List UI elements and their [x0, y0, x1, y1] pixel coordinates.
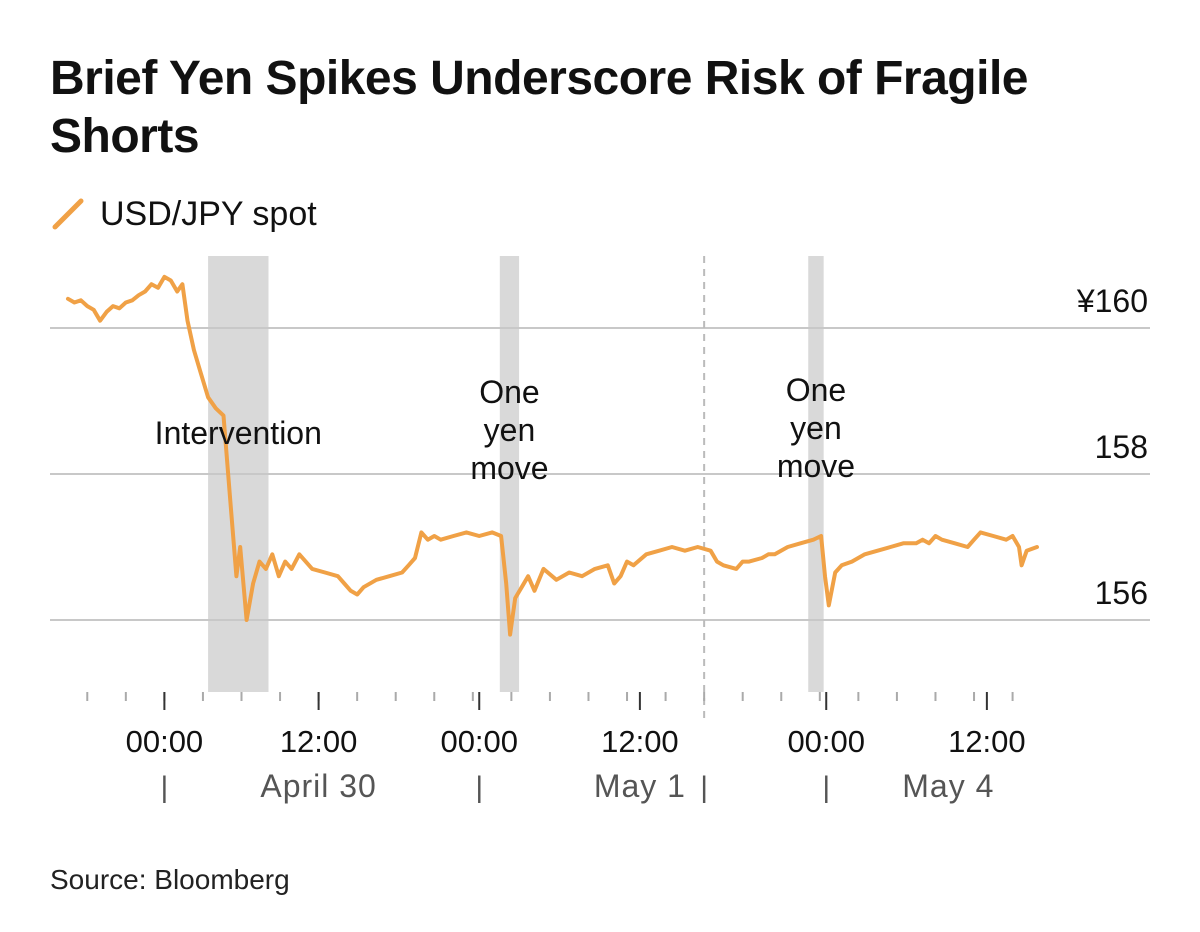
x-time-label-2: 00:00: [440, 724, 518, 759]
highlight-label-1-1: yen: [484, 412, 536, 448]
series-line-usd-jpy: [66, 274, 1039, 637]
highlight-label-2-2: move: [777, 448, 855, 484]
x-time-label-1: 12:00: [280, 724, 358, 759]
x-day-separator-3: |: [822, 771, 830, 804]
y-tick-label-158: 158: [1095, 429, 1148, 465]
highlight-label-2-0: One: [786, 372, 846, 408]
x-day-separator-2: |: [700, 771, 708, 804]
y-tick-label-¥160: ¥160: [1076, 283, 1148, 319]
x-date-label-1: May 1: [594, 768, 686, 804]
x-time-label-4: 00:00: [787, 724, 865, 759]
source-note: Source: Bloomberg: [50, 864, 290, 895]
highlight-label-1-0: One: [479, 374, 539, 410]
legend-swatch-icon: [52, 198, 84, 230]
legend-label: USD/JPY spot: [100, 194, 317, 233]
highlight-label-1-2: move: [470, 450, 548, 486]
x-time-label-3: 12:00: [601, 724, 679, 759]
x-day-separator-0: |: [160, 771, 168, 804]
y-tick-label-156: 156: [1095, 575, 1148, 611]
highlight-label-2-1: yen: [790, 410, 842, 446]
x-date-label-0: April 30: [260, 768, 377, 804]
highlight-label-0-0: Intervention: [155, 415, 322, 451]
x-time-label-5: 12:00: [948, 724, 1026, 759]
x-day-separator-1: |: [475, 771, 483, 804]
chart-title: Brief Yen Spikes Underscore Risk of Frag…: [50, 52, 1029, 163]
x-date-label-2: May 4: [902, 768, 994, 804]
x-time-label-0: 00:00: [126, 724, 204, 759]
legend: USD/JPY spot: [50, 192, 317, 236]
